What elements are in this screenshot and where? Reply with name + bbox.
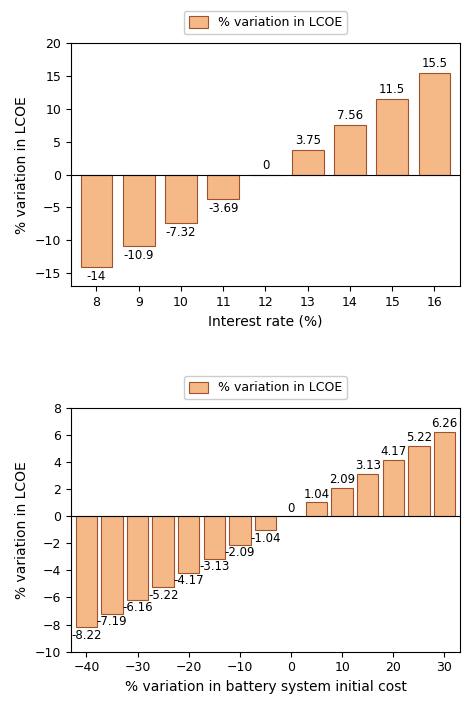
Y-axis label: % variation in LCOE: % variation in LCOE: [16, 461, 29, 599]
Text: 0: 0: [262, 158, 269, 172]
Legend: % variation in LCOE: % variation in LCOE: [184, 11, 347, 34]
Bar: [419, 72, 450, 175]
Text: -10.9: -10.9: [123, 249, 154, 262]
Bar: [331, 488, 353, 516]
Text: 15.5: 15.5: [421, 57, 447, 69]
Bar: [376, 99, 408, 175]
Text: -3.13: -3.13: [199, 561, 229, 574]
Bar: [178, 516, 200, 573]
Text: 5.22: 5.22: [406, 431, 432, 444]
Text: 3.13: 3.13: [355, 460, 381, 473]
Bar: [165, 175, 197, 223]
Bar: [229, 516, 251, 545]
Bar: [292, 150, 324, 175]
Legend: % variation in LCOE: % variation in LCOE: [184, 377, 347, 400]
Text: 6.26: 6.26: [431, 417, 457, 430]
Bar: [357, 474, 378, 516]
Bar: [203, 516, 225, 558]
Bar: [153, 516, 174, 587]
Text: 2.09: 2.09: [329, 473, 355, 486]
Text: -6.16: -6.16: [122, 601, 153, 614]
Y-axis label: % variation in LCOE: % variation in LCOE: [16, 96, 29, 233]
Text: -1.04: -1.04: [250, 532, 281, 545]
Text: 0: 0: [287, 502, 295, 515]
Bar: [255, 516, 276, 531]
Bar: [434, 432, 455, 516]
Bar: [334, 125, 366, 175]
Bar: [306, 502, 328, 516]
Bar: [101, 516, 123, 614]
Bar: [383, 460, 404, 516]
Text: -4.17: -4.17: [173, 574, 204, 587]
Text: -3.69: -3.69: [208, 202, 238, 215]
Text: -5.22: -5.22: [148, 589, 178, 601]
Bar: [127, 516, 148, 599]
Bar: [76, 516, 97, 627]
Text: -2.09: -2.09: [225, 546, 255, 559]
X-axis label: % variation in battery system initial cost: % variation in battery system initial co…: [125, 679, 406, 694]
Text: -7.32: -7.32: [166, 226, 196, 238]
Text: 7.56: 7.56: [337, 109, 363, 122]
Text: 1.04: 1.04: [303, 488, 329, 500]
Text: 3.75: 3.75: [295, 134, 321, 147]
Text: -7.19: -7.19: [97, 615, 128, 628]
Text: 4.17: 4.17: [380, 445, 406, 458]
Bar: [81, 175, 112, 266]
Bar: [123, 175, 155, 246]
Text: -8.22: -8.22: [71, 629, 102, 642]
Text: -14: -14: [87, 270, 106, 283]
Bar: [207, 175, 239, 199]
Bar: [408, 446, 429, 516]
X-axis label: Interest rate (%): Interest rate (%): [208, 314, 323, 329]
Text: 11.5: 11.5: [379, 83, 405, 96]
